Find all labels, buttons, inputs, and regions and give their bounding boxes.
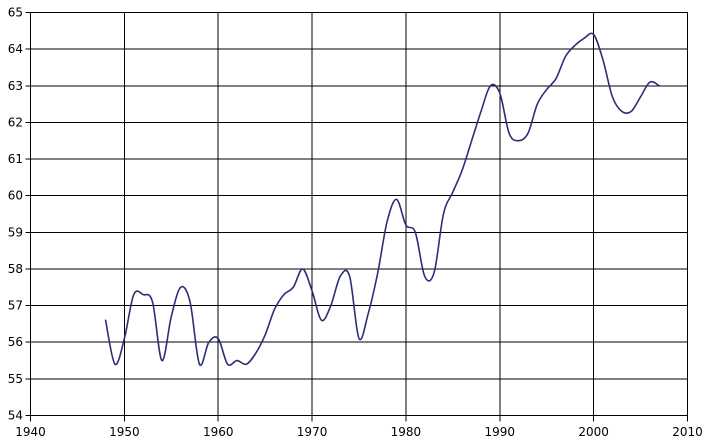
x-tick-label: 1960 xyxy=(203,425,234,439)
y-tick-label: 54 xyxy=(8,409,23,423)
plot-border xyxy=(30,12,688,416)
x-tick-label: 1970 xyxy=(297,425,328,439)
y-tick-label: 60 xyxy=(8,189,23,203)
y-tick-label: 58 xyxy=(8,262,23,276)
x-tick-label: 1940 xyxy=(15,425,46,439)
x-tick-label: 1950 xyxy=(109,425,140,439)
y-tick-label: 62 xyxy=(8,115,23,129)
x-tick-label: 2010 xyxy=(672,425,703,439)
y-tick-label: 63 xyxy=(8,79,23,93)
x-tick-label: 1980 xyxy=(391,425,422,439)
axis-labels: 54 55 56 57 58 59 60 61 62 63 64 65 1940 1950 1960 1970… xyxy=(8,6,703,440)
y-tick-label: 59 xyxy=(8,225,23,239)
y-tick-label: 64 xyxy=(8,42,23,56)
data-line xyxy=(104,32,661,367)
gridlines xyxy=(25,12,688,422)
x-tick-label: 1990 xyxy=(485,425,516,439)
y-tick-label: 65 xyxy=(8,6,23,20)
y-tick-label: 57 xyxy=(8,299,23,313)
y-tick-label: 55 xyxy=(8,372,23,386)
y-tick-label: 56 xyxy=(8,335,23,349)
y-tick-label: 61 xyxy=(8,152,23,166)
x-tick-label: 2000 xyxy=(578,425,609,439)
